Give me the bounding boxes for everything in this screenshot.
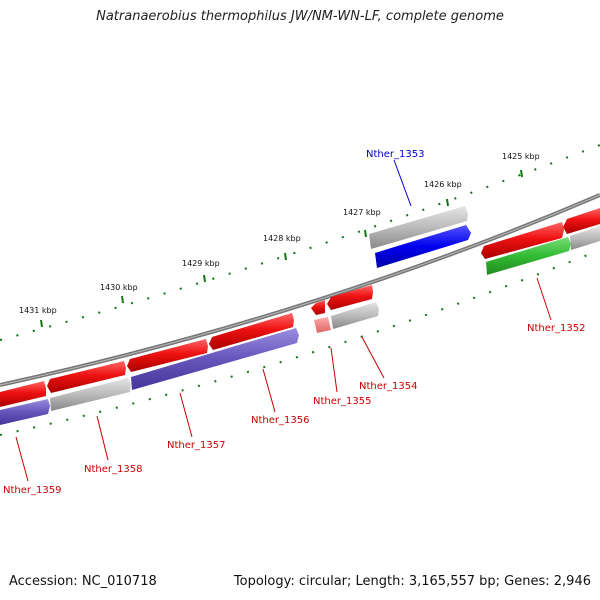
grey-block — [331, 302, 379, 329]
leader-line — [536, 277, 552, 321]
accession-label: Accession: NC_010718 — [9, 574, 157, 589]
tick-label: 1426 kbp — [424, 180, 462, 189]
tick-label: 1429 kbp — [182, 259, 220, 268]
tick-label: 1428 kbp — [263, 234, 301, 243]
grey-block — [369, 206, 468, 249]
leader-line — [262, 368, 276, 413]
genome-summary: Topology: circular; Length: 3,165,557 bp… — [233, 574, 591, 589]
leader-line — [96, 415, 109, 461]
leader-line — [15, 436, 29, 482]
green-block — [486, 237, 571, 275]
major-ticks — [40, 169, 523, 328]
tick-labels: 1425 kbp 1426 kbp 1427 kbp 1428 kbp 1429… — [19, 152, 540, 315]
gene-block — [481, 222, 564, 259]
pink-block — [314, 317, 331, 333]
gene-label[interactable]: Nther_1359 — [3, 485, 61, 496]
leader-line — [393, 159, 412, 207]
gene-block — [311, 300, 325, 315]
leader-line — [179, 392, 193, 438]
gene-leader-lines — [15, 159, 552, 482]
tick-label: 1427 kbp — [343, 208, 381, 217]
rna-block — [131, 328, 299, 390]
grey-block — [570, 226, 600, 250]
upper-track — [369, 206, 471, 268]
grey-block — [50, 378, 131, 411]
gene-label[interactable]: Nther_1354 — [359, 381, 417, 392]
leader-line — [330, 347, 338, 393]
tick-label: 1425 kbp — [502, 152, 540, 161]
gene-label[interactable]: Nther_1353 — [366, 149, 424, 160]
tick-label: 1430 kbp — [100, 283, 138, 292]
gene-block — [0, 381, 46, 407]
gene-label[interactable]: Nther_1352 — [527, 323, 585, 334]
leader-line — [361, 336, 385, 379]
rna-block — [0, 399, 50, 425]
gene-block — [563, 208, 600, 234]
gene-block — [209, 313, 294, 350]
forward-cds-track — [0, 208, 600, 407]
gene-block — [327, 285, 373, 310]
gene-block — [127, 339, 208, 372]
inner-tick-ruler — [0, 249, 600, 436]
gene-block — [47, 361, 126, 393]
gene-label[interactable]: Nther_1356 — [251, 415, 309, 426]
gene-label[interactable]: Nther_1355 — [313, 396, 371, 407]
gene-feature-track — [0, 226, 600, 425]
gene-label[interactable]: Nther_1357 — [167, 440, 225, 451]
genome-backbone — [0, 193, 600, 387]
reverse-cds-block — [375, 225, 471, 268]
tick-label: 1431 kbp — [19, 306, 57, 315]
gene-label[interactable]: Nther_1358 — [84, 464, 142, 475]
gene-labels: Nther_1352 Nther_1353 Nther_1354 Nther_1355… — [3, 149, 585, 496]
map-title: Natranaerobius thermophilus JW/NM-WN-LF,… — [96, 9, 504, 24]
